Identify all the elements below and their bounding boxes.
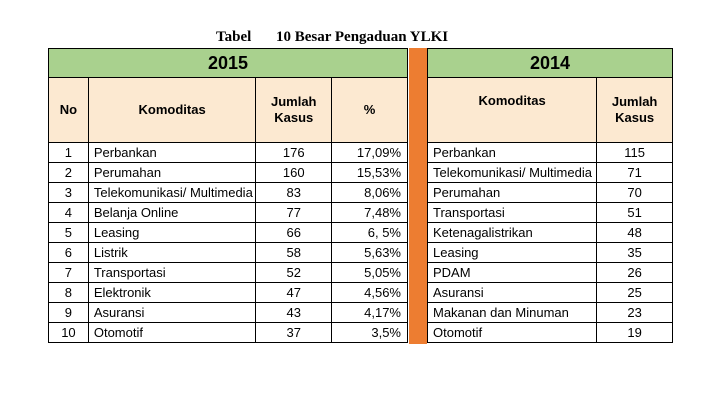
header-jumlah-kasus-label: Jumlah Kasus [270,94,317,125]
row-percent: 17,09% [331,142,408,163]
table-row: Transportasi 51 [426,202,673,223]
table-row: Perumahan 70 [426,182,673,203]
header-komoditas-2014: Komoditas [426,77,598,143]
row-jumlah-kasus: 115 [596,142,673,163]
row-komoditas: Transportasi [426,202,598,223]
row-komoditas: Transportasi [87,262,257,283]
table-row: Perbankan 115 [426,142,673,163]
row-jumlah-kasus: 26 [596,262,673,283]
year-header-2014: 2014 [427,48,673,78]
row-jumlah-kasus: 77 [255,202,333,223]
row-jumlah-kasus: 58 [255,242,333,263]
header-percent: % [331,77,408,143]
row-jumlah-kasus: 66 [255,222,333,243]
row-komoditas: Makanan dan Minuman [426,302,598,323]
row-percent: 5,05% [331,262,408,283]
row-no: 1 [48,142,89,163]
table-row: 5 Leasing 66 6, 5% [48,222,408,243]
row-komoditas: Belanja Online [87,202,257,223]
row-no: 9 [48,302,89,323]
row-komoditas: Listrik [87,242,257,263]
table-row: 9 Asuransi 43 4,17% [48,302,408,323]
row-jumlah-kasus: 51 [596,202,673,223]
row-no: 8 [48,282,89,303]
row-jumlah-kasus: 23 [596,302,673,323]
row-jumlah-kasus: 19 [596,322,673,343]
row-komoditas: Telekomunikasi/ Multimedia [87,182,257,203]
row-komoditas: Otomotif [426,322,598,343]
row-komoditas: Perumahan [87,162,257,183]
row-jumlah-kasus: 83 [255,182,333,203]
row-jumlah-kasus: 160 [255,162,333,183]
table-2014: 2014 Komoditas Jumlah Kasus Perbankan 115… [426,48,673,343]
row-komoditas: Otomotif [87,322,257,343]
header-no: No [48,77,89,143]
table-row: Telekomunikasi/ Multimedia 71 [426,162,673,183]
table-row: Makanan dan Minuman 23 [426,302,673,323]
year-header-2015: 2015 [48,48,408,78]
header-komoditas: Komoditas [87,77,257,143]
row-no: 3 [48,182,89,203]
table-row: Asuransi 25 [426,282,673,303]
row-percent: 4,17% [331,302,408,323]
table-row: Leasing 35 [426,242,673,263]
row-no: 6 [48,242,89,263]
row-komoditas: Asuransi [87,302,257,323]
row-komoditas: Perbankan [87,142,257,163]
table-row: 7 Transportasi 52 5,05% [48,262,408,283]
row-jumlah-kasus: 37 [255,322,333,343]
row-jumlah-kasus: 52 [255,262,333,283]
year-separator [409,48,427,344]
caption-title: 10 Besar Pengaduan YLKI [276,29,449,45]
table-row: 2 Perumahan 160 15,53% [48,162,408,183]
row-percent: 6, 5% [331,222,408,243]
row-komoditas: Asuransi [426,282,598,303]
row-jumlah-kasus: 47 [255,282,333,303]
row-komoditas: Leasing [426,242,598,263]
table-row: PDAM 26 [426,262,673,283]
row-komoditas: Ketenagalistrikan [426,222,598,243]
row-komoditas: Elektronik [87,282,257,303]
row-no: 5 [48,222,89,243]
row-percent: 7,48% [331,202,408,223]
row-jumlah-kasus: 70 [596,182,673,203]
header-jumlah-kasus-2014-label: Jumlah Kasus [611,94,658,125]
table-row: 3 Telekomunikasi/ Multimedia 83 8,06% [48,182,408,203]
row-no: 4 [48,202,89,223]
row-no: 7 [48,262,89,283]
row-percent: 4,56% [331,282,408,303]
row-komoditas: Perumahan [426,182,598,203]
row-komoditas: Telekomunikasi/ Multimedia [426,162,598,183]
caption-label: Tabel [216,29,252,45]
row-jumlah-kasus: 176 [255,142,333,163]
row-percent: 5,63% [331,242,408,263]
row-komoditas: Perbankan [426,142,598,163]
row-percent: 8,06% [331,182,408,203]
row-percent: 3,5% [331,322,408,343]
header-jumlah-kasus-2014: Jumlah Kasus [596,77,673,143]
table-2015: 2015 No Komoditas Jumlah Kasus % 1 Perban… [48,48,408,343]
row-komoditas: Leasing [87,222,257,243]
row-jumlah-kasus: 25 [596,282,673,303]
table-row: 1 Perbankan 176 17,09% [48,142,408,163]
table-row: 6 Listrik 58 5,63% [48,242,408,263]
header-jumlah-kasus: Jumlah Kasus [255,77,333,143]
row-jumlah-kasus: 43 [255,302,333,323]
row-no: 10 [48,322,89,343]
row-no: 2 [48,162,89,183]
table-row: 4 Belanja Online 77 7,48% [48,202,408,223]
row-percent: 15,53% [331,162,408,183]
row-jumlah-kasus: 71 [596,162,673,183]
table-row: 10 Otomotif 37 3,5% [48,322,408,343]
row-komoditas: PDAM [426,262,598,283]
table-row: 8 Elektronik 47 4,56% [48,282,408,303]
row-jumlah-kasus: 48 [596,222,673,243]
table-row: Ketenagalistrikan 48 [426,222,673,243]
row-jumlah-kasus: 35 [596,242,673,263]
table-row: Otomotif 19 [426,322,673,343]
